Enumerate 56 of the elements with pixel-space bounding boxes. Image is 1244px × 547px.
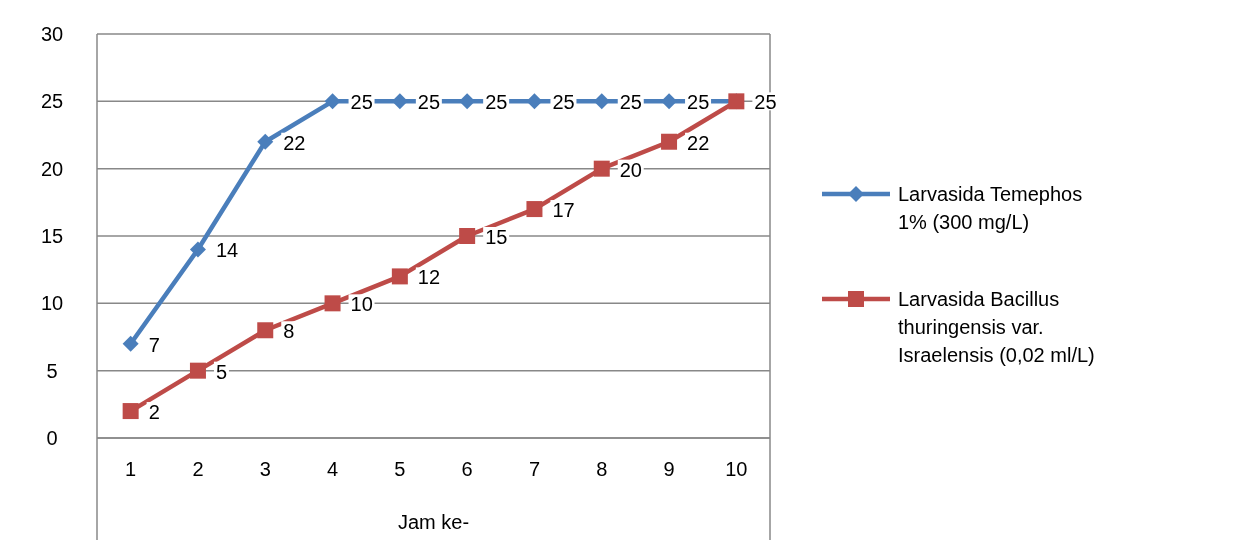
x-tick-label: 4 xyxy=(326,458,339,480)
x-tick-label: 6 xyxy=(461,458,473,480)
data-label: 20 xyxy=(619,158,642,181)
point xyxy=(257,133,274,150)
legend-label: Larvasida Bacillus thuringensis var. Israelensis (0,02 ml/L) xyxy=(898,288,1095,366)
data-label: 25 xyxy=(485,91,508,114)
point xyxy=(391,268,408,285)
point xyxy=(391,93,408,110)
point xyxy=(526,201,543,218)
data-label: 7 xyxy=(148,333,160,356)
x-tick-label: 5 xyxy=(394,458,406,480)
x-tick-label: 1 xyxy=(125,458,137,480)
y-tick-label: 15 xyxy=(40,225,64,247)
data-label: 25 xyxy=(350,91,373,114)
point xyxy=(593,160,610,177)
data-label: 25 xyxy=(619,91,642,114)
data-label: 8 xyxy=(283,320,295,343)
data-label: 25 xyxy=(687,91,710,114)
point xyxy=(661,133,678,150)
x-tick-label: 3 xyxy=(259,458,271,480)
y-tick-label: 25 xyxy=(40,90,64,113)
x-tick-label: 7 xyxy=(528,458,541,480)
x-tick-label: 9 xyxy=(663,458,675,480)
point xyxy=(122,335,139,352)
y-tick-label: 10 xyxy=(40,292,64,315)
point xyxy=(324,93,341,110)
data-label: 5 xyxy=(215,360,228,383)
point xyxy=(324,295,341,312)
data-label: 22 xyxy=(687,131,710,154)
point xyxy=(593,93,610,110)
point xyxy=(189,362,206,379)
x-tick-label: 10 xyxy=(725,458,748,480)
x-axis-title: Jam ke- xyxy=(397,511,470,533)
point xyxy=(189,241,206,258)
data-label: 25 xyxy=(552,91,575,114)
point xyxy=(122,403,139,420)
data-label: 12 xyxy=(417,266,441,289)
y-tick-label: 30 xyxy=(40,23,64,45)
x-tick-label: 2 xyxy=(192,458,204,480)
data-label: 2 xyxy=(148,401,160,424)
point xyxy=(459,93,476,110)
y-tick-label: 0 xyxy=(46,427,58,449)
y-tick-label: 20 xyxy=(40,157,64,180)
x-tick-label: 8 xyxy=(596,458,608,480)
point xyxy=(459,228,476,244)
data-label: 25 xyxy=(417,91,441,114)
data-label: 14 xyxy=(215,239,239,262)
y-tick-label: 5 xyxy=(46,359,58,382)
data-label: 17 xyxy=(552,199,575,222)
point xyxy=(257,322,274,339)
legend-label: Larvasida Temephos 1% (300 mg/L) xyxy=(898,183,1083,233)
point xyxy=(526,93,543,110)
data-label: 15 xyxy=(485,226,508,248)
data-label: 25 xyxy=(754,91,777,114)
data-label: 22 xyxy=(283,131,306,154)
data-label: 10 xyxy=(350,293,373,316)
